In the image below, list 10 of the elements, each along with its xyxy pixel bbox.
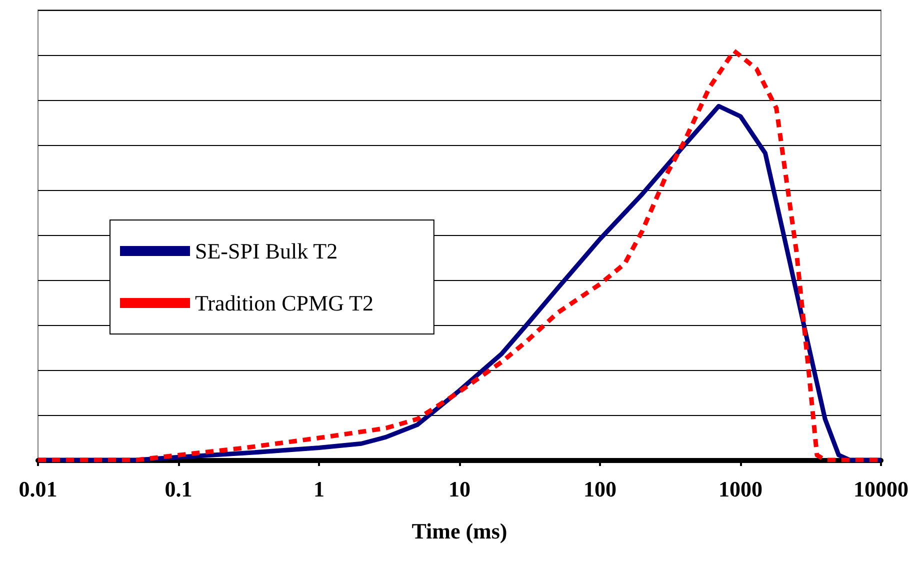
legend-label: Tradition CPMG T2 <box>195 290 374 316</box>
x-tick-label: 1000 <box>718 476 762 502</box>
x-tick-label: 0.01 <box>18 476 58 502</box>
x-tick-label: 100 <box>584 476 616 502</box>
x-tick-label: 10 <box>448 476 470 502</box>
x-axis-title: Time (ms) <box>412 518 508 544</box>
legend-label: SE-SPI Bulk T2 <box>195 238 338 264</box>
x-tick-label: 1 <box>314 476 324 502</box>
x-tick-label: 0.1 <box>164 476 192 502</box>
x-tick-label: 10000 <box>854 476 908 502</box>
